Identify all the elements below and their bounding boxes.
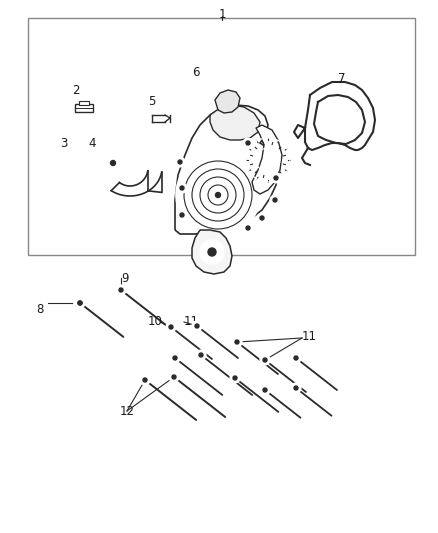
Circle shape (260, 355, 270, 365)
Circle shape (169, 325, 173, 329)
Circle shape (270, 195, 280, 205)
PathPatch shape (252, 125, 282, 194)
Bar (79, 101, 89, 105)
PathPatch shape (175, 105, 278, 234)
Circle shape (291, 383, 301, 393)
Text: 12: 12 (120, 405, 135, 418)
Circle shape (230, 373, 240, 383)
Bar (28, 18, 415, 255)
Circle shape (169, 372, 179, 382)
Text: 4: 4 (88, 137, 95, 150)
Circle shape (260, 385, 270, 395)
Circle shape (243, 138, 253, 148)
Circle shape (78, 301, 82, 305)
Circle shape (107, 157, 119, 169)
Circle shape (199, 353, 203, 357)
Circle shape (116, 285, 126, 295)
Circle shape (76, 299, 84, 307)
Circle shape (200, 240, 224, 264)
Circle shape (78, 301, 82, 305)
Circle shape (235, 340, 239, 344)
Circle shape (243, 223, 253, 233)
Circle shape (263, 358, 267, 362)
Circle shape (177, 183, 187, 193)
Circle shape (180, 186, 184, 190)
Text: 2: 2 (72, 84, 80, 97)
Circle shape (196, 350, 206, 360)
PathPatch shape (210, 105, 260, 140)
Text: 9: 9 (121, 272, 128, 285)
Circle shape (170, 353, 180, 363)
Circle shape (75, 298, 85, 308)
Circle shape (257, 213, 267, 223)
Circle shape (215, 192, 220, 198)
Circle shape (212, 189, 224, 201)
Circle shape (263, 388, 267, 392)
Circle shape (175, 157, 185, 167)
Text: 3: 3 (60, 137, 67, 150)
Text: 5: 5 (148, 95, 155, 108)
Circle shape (192, 321, 202, 331)
PathPatch shape (192, 230, 232, 274)
Text: 1: 1 (219, 8, 226, 21)
Circle shape (72, 295, 88, 311)
Text: 6: 6 (192, 66, 199, 79)
Circle shape (260, 216, 264, 220)
Text: 11: 11 (184, 315, 199, 328)
Circle shape (208, 248, 216, 256)
Circle shape (294, 356, 298, 360)
Circle shape (176, 153, 260, 237)
Circle shape (232, 337, 242, 347)
Circle shape (273, 198, 277, 202)
Text: 10: 10 (148, 315, 163, 328)
Circle shape (110, 160, 116, 166)
Circle shape (177, 210, 187, 220)
Text: 7: 7 (338, 72, 346, 85)
Circle shape (246, 226, 250, 230)
Circle shape (180, 213, 184, 217)
Circle shape (294, 386, 298, 390)
Bar (75, 104, 93, 112)
Circle shape (246, 141, 250, 145)
Circle shape (143, 378, 147, 382)
Circle shape (173, 356, 177, 360)
Circle shape (233, 376, 237, 380)
Circle shape (119, 288, 123, 292)
Circle shape (195, 324, 199, 328)
Circle shape (178, 160, 182, 164)
Circle shape (166, 322, 176, 332)
Circle shape (140, 375, 150, 385)
Circle shape (291, 353, 301, 363)
Circle shape (274, 176, 278, 180)
Circle shape (271, 173, 281, 183)
PathPatch shape (215, 90, 240, 113)
Text: 8: 8 (36, 303, 43, 316)
Text: 11: 11 (302, 330, 317, 343)
Circle shape (172, 375, 176, 379)
